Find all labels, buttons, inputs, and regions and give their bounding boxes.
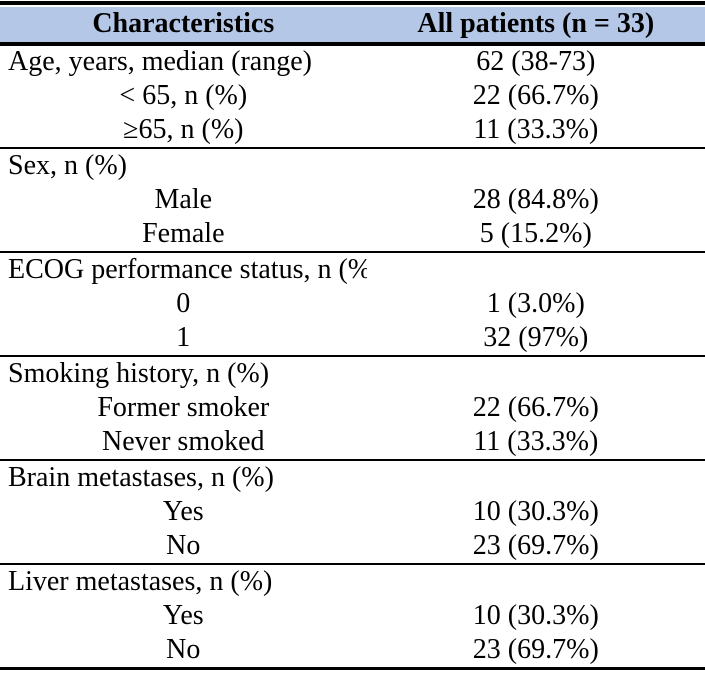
row-label: Yes xyxy=(162,599,204,631)
table-row-liver-no: No 23 (69.7%) xyxy=(0,633,705,670)
row-label: Male xyxy=(154,183,213,215)
table-row-ecog-0: 0 1 (3.0%) xyxy=(0,287,705,322)
row-label: Yes xyxy=(162,495,204,527)
table-row-smoking-never: Never smoked 11 (33.3%) xyxy=(0,426,705,461)
row-label: Liver metastases, n (%) xyxy=(0,563,367,599)
table-row-age-65-plus: ≥65, n (%) 11 (33.3%) xyxy=(0,113,705,148)
row-label: ≥65, n (%) xyxy=(123,113,244,145)
row-label: 1 xyxy=(176,321,191,353)
row-label: Sex, n (%) xyxy=(0,147,367,183)
row-label: < 65, n (%) xyxy=(119,79,248,111)
row-label: Brain metastases, n (%) xyxy=(0,459,367,495)
table-row-age-under-65: < 65, n (%) 22 (66.7%) xyxy=(0,79,705,114)
table-body: Age, years, median (range) 62 (38-73) < … xyxy=(0,44,705,670)
row-value: 62 (38-73) xyxy=(476,45,596,77)
row-value: 11 (33.3%) xyxy=(473,426,599,457)
table-row-smoking: Smoking history, n (%) xyxy=(0,355,705,391)
row-value xyxy=(366,147,705,183)
table-row-sex-male: Male 28 (84.8%) xyxy=(0,183,705,218)
table-row-brain-metastases: Brain metastases, n (%) xyxy=(0,459,705,495)
column-header-all-patients: All patients (n = 33) xyxy=(366,7,705,46)
row-label: No xyxy=(0,633,367,670)
row-value: 11 (33.3%) xyxy=(473,113,599,145)
table-row-sex: Sex, n (%) xyxy=(0,147,705,183)
row-label: Smoking history, n (%) xyxy=(0,355,367,391)
row-value: 23 (69.7%) xyxy=(472,530,599,562)
row-value: 22 (66.7%) xyxy=(472,79,599,111)
table-header: Characteristics All patients (n = 33) xyxy=(0,7,705,46)
row-label: ECOG performance status, n (%) xyxy=(0,251,367,287)
row-label: Female xyxy=(142,217,225,249)
row-value: 23 (69.7%) xyxy=(366,633,705,670)
row-value xyxy=(366,563,705,599)
table-row-brain-no: No 23 (69.7%) xyxy=(0,530,705,565)
row-value xyxy=(366,251,705,287)
table-row-liver-metastases: Liver metastases, n (%) xyxy=(0,563,705,599)
column-header-characteristics: Characteristics xyxy=(0,7,367,46)
row-value: 10 (30.3%) xyxy=(472,495,599,527)
table-row-sex-female: Female 5 (15.2%) xyxy=(0,217,705,252)
row-label: No xyxy=(166,530,201,562)
header-row: Characteristics All patients (n = 33) xyxy=(0,7,705,46)
row-value: 22 (66.7%) xyxy=(472,391,599,423)
row-value xyxy=(366,459,705,495)
table-row-liver-yes: Yes 10 (30.3%) xyxy=(0,599,705,634)
row-value: 28 (84.8%) xyxy=(472,183,599,215)
table-row-smoking-former: Former smoker 22 (66.7%) xyxy=(0,391,705,426)
row-label: Never smoked xyxy=(102,426,265,457)
row-value: 10 (30.3%) xyxy=(472,599,599,631)
row-value: 1 (3.0%) xyxy=(486,287,585,319)
patient-characteristics-table: Characteristics All patients (n = 33) Ag… xyxy=(0,7,705,670)
row-label: Age, years, median (range) xyxy=(8,45,312,77)
table-row-age: Age, years, median (range) 62 (38-73) xyxy=(0,44,705,79)
row-value xyxy=(366,355,705,391)
table-row-ecog: ECOG performance status, n (%) xyxy=(0,251,705,287)
row-value: 5 (15.2%) xyxy=(479,217,592,249)
table-row-ecog-1: 1 32 (97%) xyxy=(0,322,705,357)
table-row-brain-yes: Yes 10 (30.3%) xyxy=(0,495,705,530)
row-label: Former smoker xyxy=(97,391,270,423)
row-value: 32 (97%) xyxy=(483,321,589,353)
row-label: 0 xyxy=(176,287,191,319)
top-rule xyxy=(0,1,705,5)
